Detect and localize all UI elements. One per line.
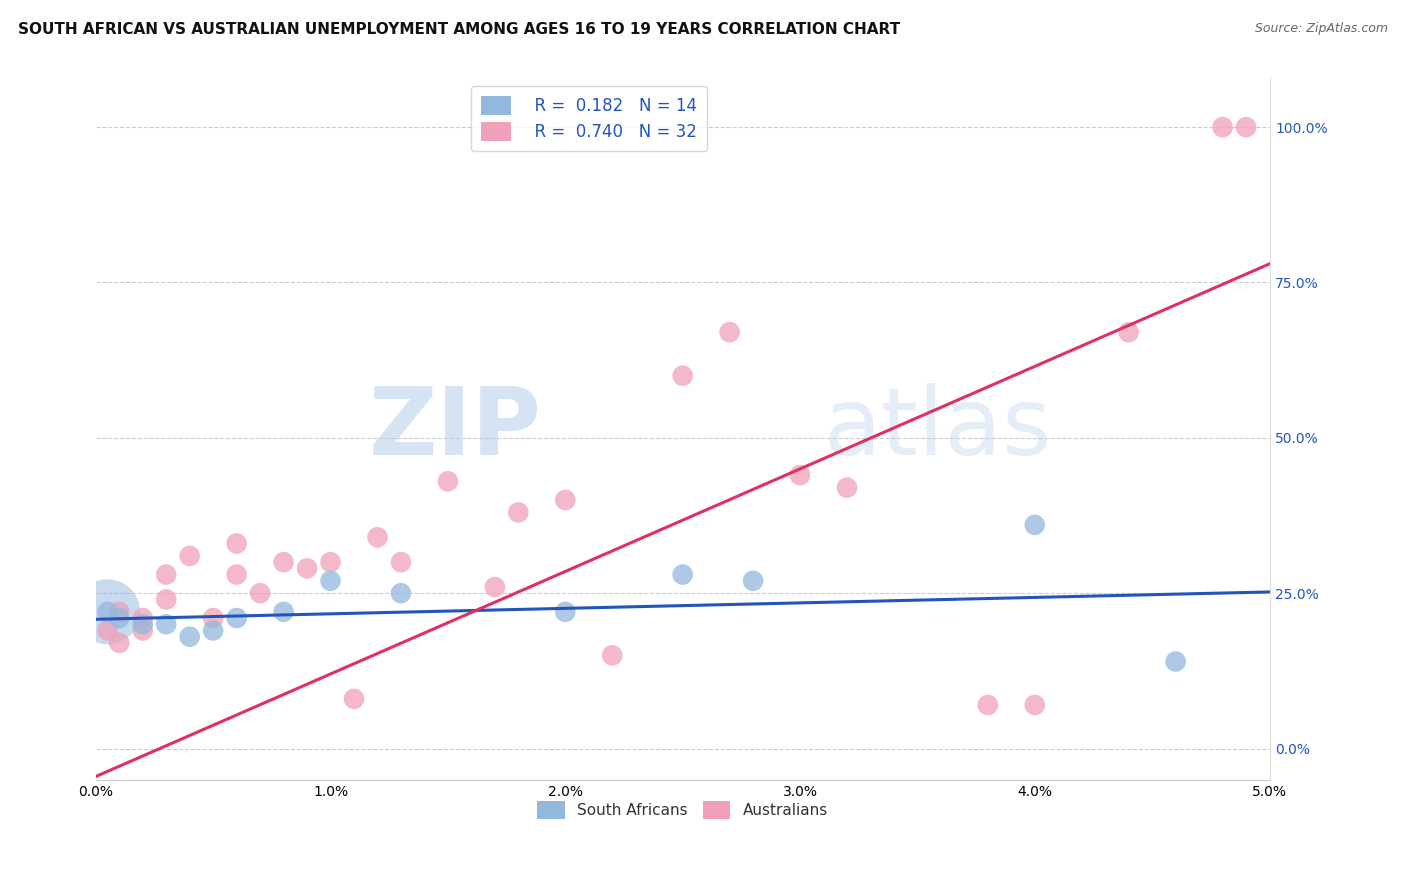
Point: [718, 325, 741, 339]
Point: [202, 611, 225, 625]
Point: [108, 611, 131, 625]
Text: Source: ZipAtlas.com: Source: ZipAtlas.com: [1254, 22, 1388, 36]
Point: [742, 574, 765, 588]
Point: [672, 368, 695, 383]
Point: [225, 611, 247, 625]
Text: SOUTH AFRICAN VS AUSTRALIAN UNEMPLOYMENT AMONG AGES 16 TO 19 YEARS CORRELATION C: SOUTH AFRICAN VS AUSTRALIAN UNEMPLOYMENT…: [18, 22, 900, 37]
Point: [202, 624, 225, 638]
Point: [96, 624, 118, 638]
Point: [554, 493, 576, 508]
Point: [1234, 120, 1257, 135]
Point: [225, 536, 247, 550]
Point: [389, 586, 412, 600]
Point: [319, 555, 342, 569]
Point: [155, 567, 177, 582]
Point: [484, 580, 506, 594]
Point: [108, 605, 131, 619]
Point: [977, 698, 1000, 712]
Point: [789, 468, 811, 483]
Point: [366, 530, 388, 544]
Point: [343, 691, 366, 706]
Point: [96, 605, 118, 619]
Point: [179, 549, 201, 563]
Legend: South Africans, Australians: South Africans, Australians: [531, 795, 834, 824]
Point: [295, 561, 318, 575]
Point: [1164, 655, 1187, 669]
Point: [1024, 698, 1046, 712]
Point: [672, 567, 695, 582]
Point: [319, 574, 342, 588]
Point: [437, 475, 460, 489]
Point: [835, 481, 858, 495]
Point: [273, 555, 295, 569]
Point: [249, 586, 271, 600]
Point: [1118, 325, 1140, 339]
Point: [1212, 120, 1234, 135]
Point: [96, 605, 118, 619]
Point: [132, 624, 155, 638]
Point: [179, 630, 201, 644]
Point: [225, 567, 247, 582]
Point: [155, 592, 177, 607]
Point: [132, 611, 155, 625]
Point: [389, 555, 412, 569]
Point: [600, 648, 623, 663]
Text: ZIP: ZIP: [368, 383, 541, 475]
Point: [155, 617, 177, 632]
Point: [554, 605, 576, 619]
Text: atlas: atlas: [824, 383, 1052, 475]
Point: [273, 605, 295, 619]
Point: [132, 617, 155, 632]
Point: [508, 505, 530, 519]
Point: [108, 636, 131, 650]
Point: [1024, 517, 1046, 532]
